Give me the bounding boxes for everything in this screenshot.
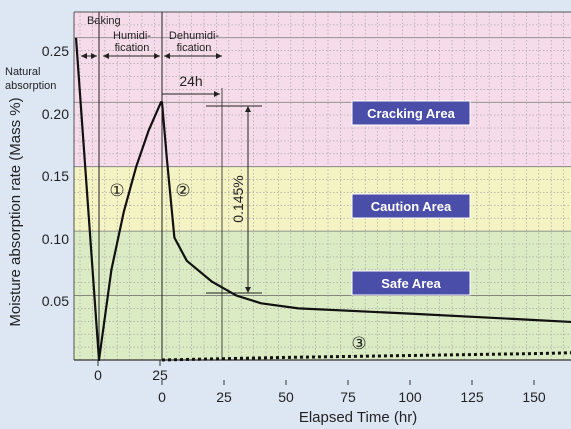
delta-annotation: 0.145% xyxy=(230,175,246,222)
zone-label-box-safe xyxy=(351,270,471,296)
y-tick-label: 0.10 xyxy=(42,231,69,247)
x-tick-label: 50 xyxy=(278,389,294,405)
x-tick-label: 0 xyxy=(158,389,166,405)
x-tick-label: 125 xyxy=(460,389,484,405)
curve-line-3 xyxy=(161,351,571,362)
zone-label-cracking: Cracking Area xyxy=(367,106,455,121)
y-tick-label: 0.05 xyxy=(42,293,69,309)
zone-label-box-cracking xyxy=(351,100,471,126)
curve-label-1: ① xyxy=(109,181,124,200)
zone-label-caution: Caution Area xyxy=(371,199,452,214)
y-tick-label: 0.15 xyxy=(42,168,69,184)
arrowheads xyxy=(81,53,251,293)
x-tick-labels-bottom: 0 25 50 75 100 125 150 xyxy=(158,389,546,405)
y-tick-label: 0.25 xyxy=(42,43,69,59)
phase-label-humidification: fication xyxy=(115,42,150,54)
y-tick-label: 0.20 xyxy=(42,106,69,122)
duration-annotation: 24h xyxy=(179,73,202,89)
phase-label-natural: absorption xyxy=(5,80,56,92)
y-axis-title: Moisture absorption rate (Mass %) xyxy=(7,97,24,326)
phase-label-baking: Baking xyxy=(87,15,121,27)
y-tick-labels: 0.05 0.10 0.15 0.20 0.25 xyxy=(42,43,69,309)
zone-band-1 xyxy=(74,166,571,232)
phase-label-dehumidification: Dehumidi- xyxy=(169,30,219,42)
x-axis-title: Elapsed Time (hr) xyxy=(299,409,417,426)
x-tick-label-top: 0 xyxy=(94,367,102,383)
phase-label-dehumidification: fication xyxy=(177,42,212,54)
curves-layer xyxy=(74,37,571,362)
curve-label-3: ③ xyxy=(351,334,366,353)
x-tick-label: 150 xyxy=(522,389,546,405)
x-tick-label: 25 xyxy=(216,389,232,405)
phase-label-humidification: Humidi- xyxy=(113,30,151,42)
zones-layer xyxy=(74,12,571,360)
curve-line-main xyxy=(74,37,571,362)
x-tick-labels-top: 0 25 xyxy=(94,367,168,383)
x-tick-label-top: 25 xyxy=(152,367,168,383)
zone-label-safe: Safe Area xyxy=(381,276,441,291)
curve-label-2: ② xyxy=(175,181,190,200)
x-tick-label: 100 xyxy=(398,389,422,405)
phase-label-natural: Natural xyxy=(5,66,40,78)
x-tick-label: 75 xyxy=(340,389,356,405)
zone-labels: Cracking Area Caution Area Safe Area xyxy=(351,100,471,296)
axes-frame xyxy=(73,11,571,385)
zone-label-box-caution xyxy=(351,193,471,219)
